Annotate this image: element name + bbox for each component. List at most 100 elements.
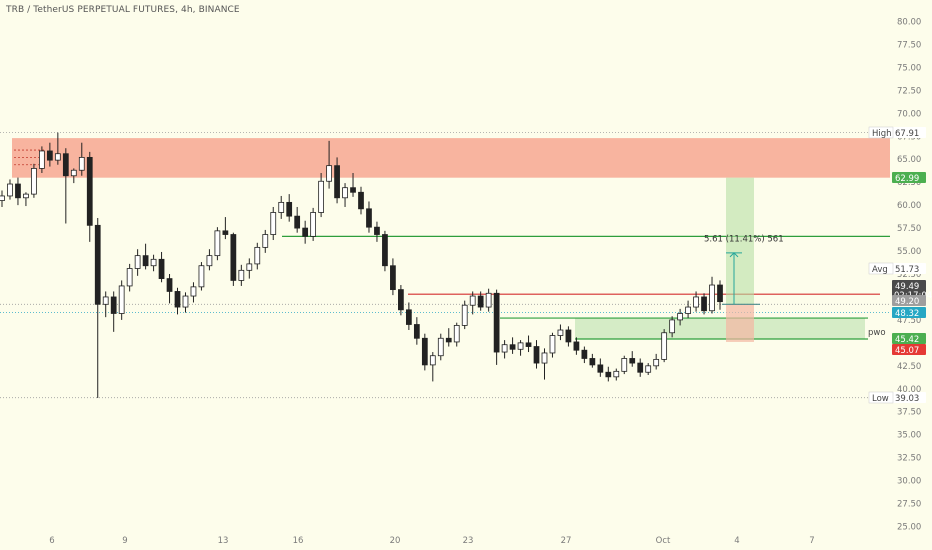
candle-body [669,319,676,334]
x-tick-label: 7 [809,536,814,546]
candle-body [453,325,460,343]
candle [405,302,412,331]
price-tag-value: 67.91 [895,129,919,139]
candle-body [613,370,620,378]
candle-body [549,335,556,354]
candle-body [589,358,596,366]
candle-body [677,313,683,321]
candle-body [382,234,388,267]
candle-body [493,292,500,353]
candle-body [421,337,428,366]
candle [23,192,29,207]
candle-body [374,226,380,235]
candle [310,207,317,241]
candle-body [605,371,612,378]
candle [190,282,197,303]
price-tag-label-bg [868,126,894,139]
candle [398,285,404,316]
candle-body [398,289,404,311]
price-tag-label-bg [868,391,894,404]
candle [549,332,556,358]
measure-arrowhead [729,252,739,258]
candle-body [182,295,189,308]
price-tag-bg [892,127,926,138]
candle [126,263,133,292]
candle [102,291,109,318]
demand-zone [575,318,865,340]
candle-body [270,212,277,235]
price-tag-label: High [872,129,892,139]
candle [158,251,165,283]
candle-body [254,246,261,265]
candle-body [533,346,540,364]
candle [214,227,221,261]
candle [589,353,596,368]
candle [7,179,13,200]
candle [573,337,580,355]
y-tick-label: 25.00 [897,523,921,533]
candle [533,340,540,369]
candle-body [685,306,691,314]
candle-body [102,296,109,305]
candle [230,232,237,286]
x-tick-label: 23 [463,536,474,546]
candle [134,249,141,276]
price-tag-bg [892,263,926,274]
candle [453,322,460,347]
candle-body [15,183,21,199]
candle-body [190,286,197,297]
x-tick-label: 4 [734,536,739,546]
candle-body [629,358,636,364]
candle [525,335,532,353]
candle [485,288,492,312]
candle-body [350,187,356,193]
candle-body [326,165,332,182]
candle-body [0,195,5,201]
candle-body [110,296,117,314]
candle-body [597,364,604,373]
price-tags: 67.91High62.9951.73Avg49.4902:17:0449.20… [868,126,932,404]
y-tick-label: 30.00 [897,477,921,487]
candle-body [198,265,205,288]
candle [701,293,707,315]
candle [46,142,53,167]
candle [150,254,157,272]
candle-body [134,255,141,269]
stop-box [726,304,754,342]
candle-body [318,180,324,213]
candle-body [214,230,221,257]
candle [94,217,101,398]
candle-body [637,362,644,373]
candle [413,317,420,345]
y-tick-label: 52.50 [897,270,921,280]
candle [421,333,428,371]
candle [238,264,245,286]
candle-body [501,344,508,353]
candle [637,358,644,377]
candle [246,258,253,279]
candle [461,300,468,330]
y-tick-label: 42.50 [897,362,921,372]
candle [70,168,77,184]
y-tick-label: 65.00 [897,155,921,165]
price-tag: 39.03 Low [868,391,926,404]
candle [693,291,699,312]
candle [629,351,636,367]
price-tag-label: Low [872,394,889,404]
candle [390,258,396,296]
candle [653,353,660,370]
target-box [726,177,754,305]
candle-body [310,212,317,237]
candle [677,308,683,326]
candles-layer [0,132,723,398]
candle-body [142,255,149,267]
candle-body [469,295,476,306]
candle [118,280,125,320]
candle [685,300,691,319]
candle [182,292,189,313]
price-tag-bg [892,333,926,344]
chart-title: TRB / TetherUS PERPETUAL FUTURES, 4h, BI… [6,5,240,15]
candle [621,355,628,375]
